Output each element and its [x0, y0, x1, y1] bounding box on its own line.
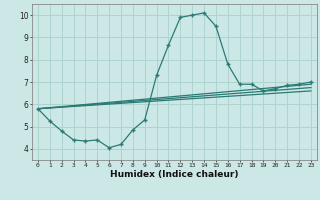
X-axis label: Humidex (Indice chaleur): Humidex (Indice chaleur)	[110, 170, 239, 179]
